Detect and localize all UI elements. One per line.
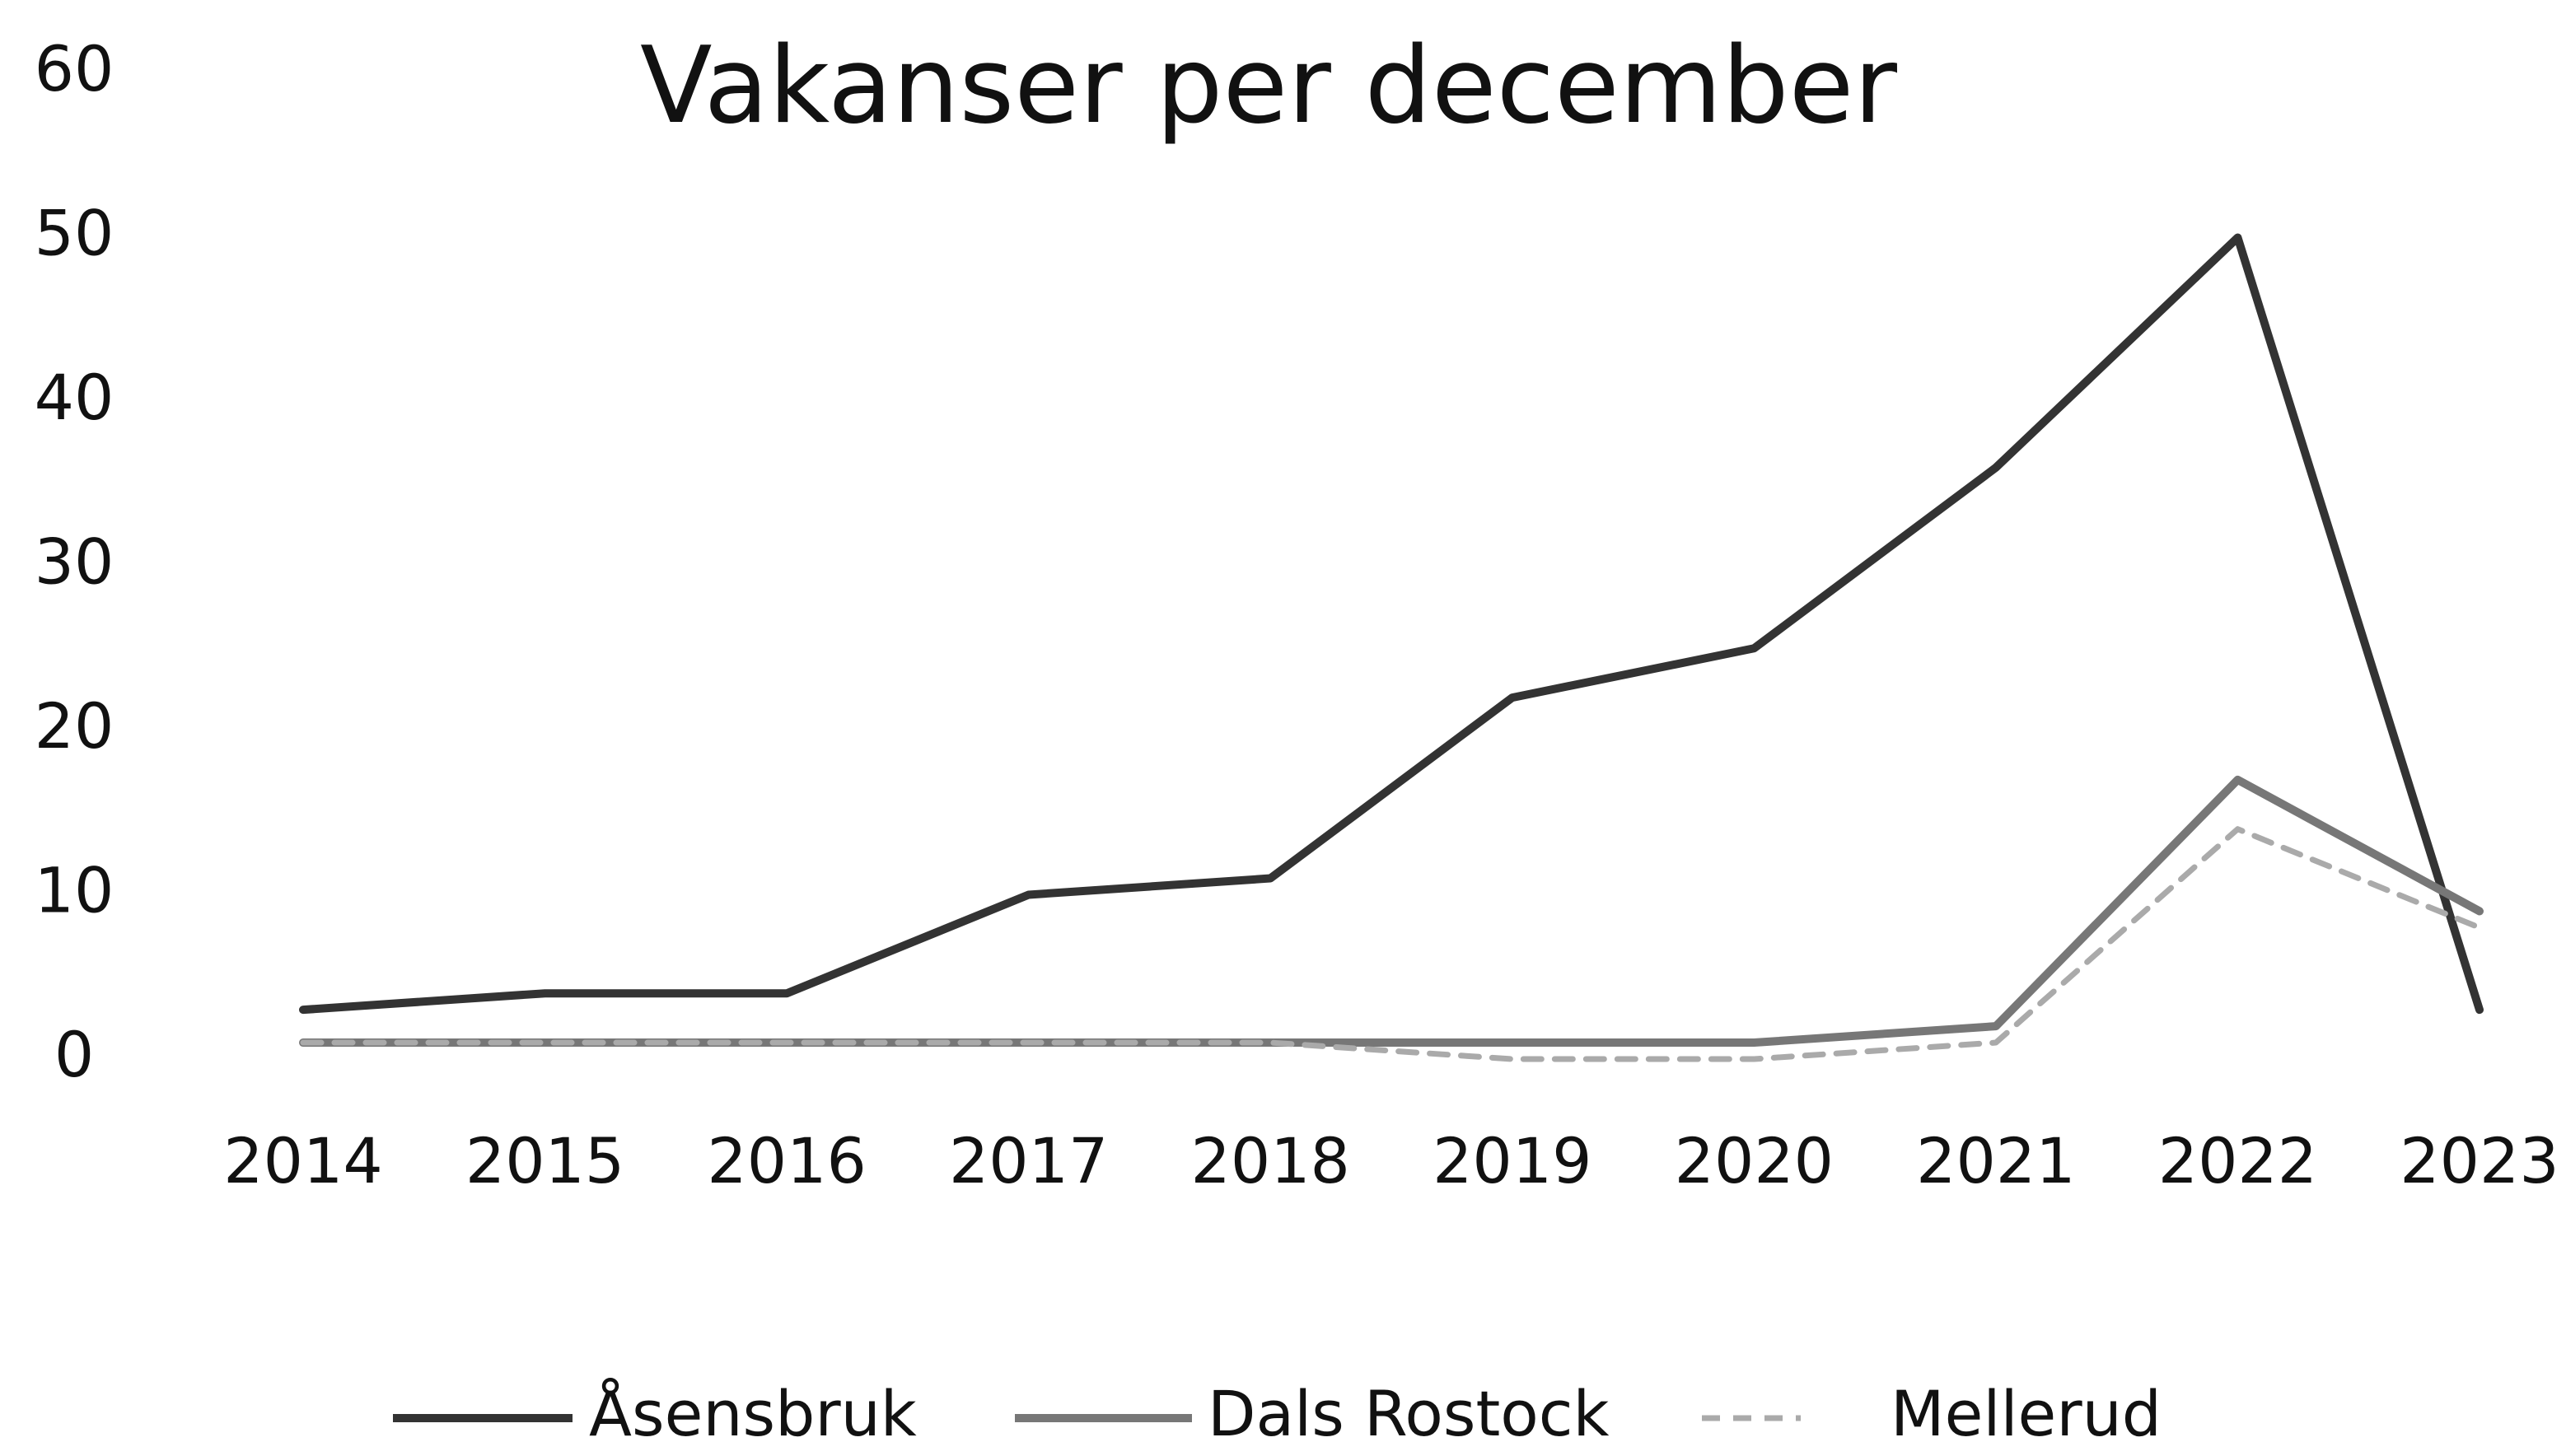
x-tick-label: 2017 [949, 1124, 1108, 1197]
series-line [299, 233, 2484, 1015]
legend-label: Dals Rostock [1208, 1377, 1610, 1450]
legend-label: Åsensbruk [589, 1377, 917, 1450]
legend-label: Mellerud [1891, 1377, 2162, 1450]
y-tick-label: 60 [35, 32, 115, 105]
y-tick-label: 10 [35, 853, 115, 926]
x-tick-label: 2015 [465, 1124, 624, 1197]
series-line [300, 826, 2483, 1062]
x-tick-label: 2018 [1191, 1124, 1350, 1197]
x-tick-label: 2014 [223, 1124, 382, 1197]
x-tick-label: 2021 [1916, 1124, 2075, 1197]
x-tick-label: 2016 [707, 1124, 866, 1197]
y-tick-label: 40 [35, 361, 115, 434]
series-line [299, 775, 2484, 1048]
chart-title: Vakanser per december [640, 25, 1897, 147]
x-tick-label: 2023 [2400, 1124, 2559, 1197]
x-tick-label: 2022 [2158, 1124, 2317, 1197]
x-tick-label: 2019 [1433, 1124, 1591, 1197]
y-tick-label: 0 [54, 1018, 94, 1091]
x-tick-label: 2020 [1675, 1124, 1834, 1197]
y-tick-label: 30 [35, 525, 115, 598]
y-tick-label: 20 [35, 689, 115, 763]
y-tick-label: 50 [35, 196, 115, 269]
